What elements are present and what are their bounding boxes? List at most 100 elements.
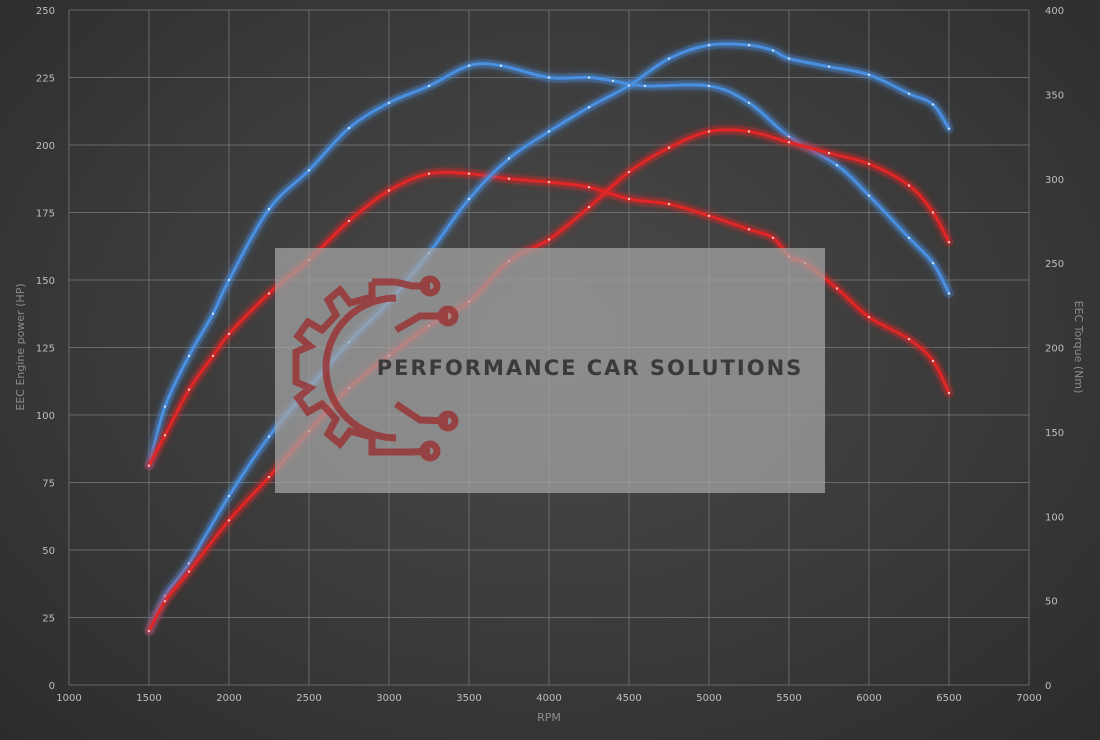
y-tick-label: 225 (36, 74, 55, 85)
series-point (427, 172, 431, 175)
series-point (947, 391, 951, 395)
series-point (643, 84, 647, 88)
y-tick-label: 200 (36, 141, 55, 152)
series-point (787, 57, 791, 60)
series-point (467, 172, 471, 175)
series-point (835, 164, 839, 167)
series-point (163, 600, 167, 603)
series-point (467, 197, 471, 201)
series-point (867, 162, 871, 166)
series-point (947, 241, 951, 244)
y2-tick-label: 300 (1045, 175, 1064, 186)
series-point (467, 64, 471, 67)
series-point (387, 189, 391, 192)
series-point (867, 315, 871, 319)
series-point (227, 332, 231, 336)
series-point (931, 211, 935, 214)
x-tick-label: 2500 (296, 693, 321, 704)
series-point (587, 106, 591, 109)
series-point (307, 169, 311, 172)
series-point (627, 84, 631, 87)
y2-axis-title: EEC Torque (Nm) (1072, 301, 1085, 394)
series-point (947, 292, 951, 295)
x-tick-label: 4500 (616, 693, 641, 704)
series-point (867, 73, 871, 77)
series-point (507, 177, 511, 180)
x-tick-label: 1500 (136, 693, 161, 704)
watermark: PERFORMANCE CAR SOLUTIONS (275, 248, 825, 493)
series-point (587, 205, 591, 209)
series-point (187, 388, 191, 391)
series-point (187, 562, 191, 565)
series-point (931, 261, 935, 265)
series-point (907, 92, 911, 95)
series-point (787, 135, 791, 138)
series-point (747, 43, 751, 47)
series-point (611, 79, 615, 83)
series-point (707, 214, 711, 218)
series-point (747, 228, 751, 231)
y-tick-label: 75 (42, 479, 55, 490)
series-point (931, 359, 935, 363)
series-line (147, 170, 951, 468)
y-tick-label: 50 (42, 546, 55, 557)
series-point (347, 126, 351, 130)
series-point (707, 43, 711, 47)
series-point (187, 570, 191, 573)
series-point (227, 494, 231, 498)
series-point (163, 405, 167, 408)
series-point (267, 207, 271, 211)
series-point (227, 278, 231, 282)
x-tick-label: 4000 (536, 693, 561, 704)
y-tick-label: 100 (36, 411, 55, 422)
watermark-panel (275, 248, 825, 493)
series-point (947, 127, 951, 130)
series-point (827, 65, 831, 68)
x-tick-label: 3500 (456, 693, 481, 704)
series-point (707, 84, 711, 88)
y-tick-label: 25 (42, 614, 55, 625)
series-point (907, 337, 911, 341)
y-tick-label: 175 (36, 209, 55, 220)
series-point (667, 57, 671, 60)
series-point (267, 435, 271, 438)
series-2 (144, 167, 954, 471)
series-point (747, 101, 751, 105)
x-axis-title: RPM (537, 711, 561, 724)
y-tick-label: 125 (36, 344, 55, 355)
series-point (547, 238, 551, 241)
series-point (147, 464, 151, 467)
series-point (771, 236, 775, 240)
y2-tick-label: 100 (1045, 512, 1064, 523)
series-point (387, 101, 391, 105)
y2-tick-label: 200 (1045, 344, 1064, 355)
y2-tick-label: 350 (1045, 90, 1064, 101)
y-tick-label: 0 (49, 681, 55, 692)
gear-logo-icon (292, 275, 459, 462)
series-point (499, 64, 503, 67)
series (144, 39, 954, 636)
x-tick-label: 6500 (936, 693, 961, 704)
x-tick-label: 7000 (1016, 693, 1041, 704)
x-tick-label: 1000 (56, 693, 81, 704)
series-point (547, 180, 551, 184)
y2-tick-label: 400 (1045, 6, 1064, 17)
watermark-text: PERFORMANCE CAR SOLUTIONS (377, 356, 804, 380)
series-point (787, 141, 791, 144)
series-point (163, 594, 167, 598)
series-point (227, 519, 231, 522)
y-tick-label: 150 (36, 276, 55, 287)
series-point (667, 146, 671, 149)
x-tick-label: 5500 (776, 693, 801, 704)
series-point (771, 49, 775, 52)
y-tick-label: 250 (36, 6, 55, 17)
series-point (547, 76, 551, 79)
x-tick-label: 2000 (216, 693, 241, 704)
series-point (707, 130, 711, 133)
series-point (627, 170, 631, 174)
series-point (211, 354, 215, 358)
x-tick-label: 3000 (376, 693, 401, 704)
series-point (147, 629, 151, 633)
series-point (627, 197, 631, 201)
